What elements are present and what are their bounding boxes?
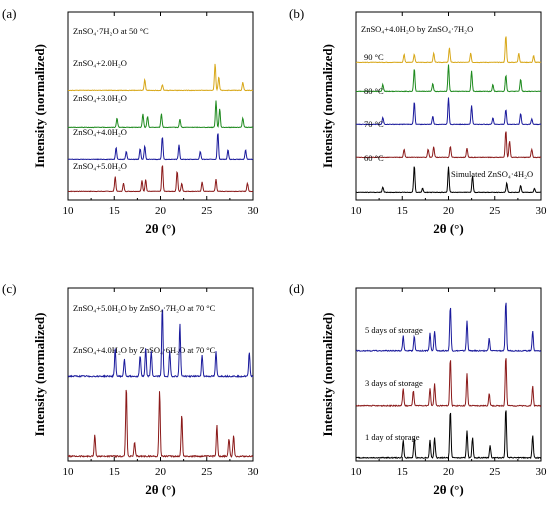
series-line [355, 64, 542, 93]
x-tick-label: 25 [201, 466, 213, 478]
series-line [67, 100, 254, 129]
x-axis-label: 2θ (°) [433, 482, 463, 497]
panel-annotation: ZnSO₄·7H₂O at 50 °C [73, 26, 149, 36]
x-tick-label: 10 [351, 466, 363, 478]
series-label: ZnSO₄+5.0H₂O by ZnSO₄·7H₂O at 70 °C [73, 303, 216, 313]
plot-frame [67, 11, 254, 201]
x-axis-label: 2θ (°) [145, 482, 175, 497]
x-axis-label: 2θ (°) [145, 221, 175, 236]
series-label: 1 day of storage [365, 432, 420, 442]
panel-label: (d) [289, 281, 304, 296]
x-tick-label: 20 [155, 466, 167, 478]
x-tick-label: 30 [536, 205, 548, 217]
x-tick-label: 10 [351, 205, 363, 217]
y-axis-label: Intensity (normalized) [32, 44, 47, 168]
series-line [67, 63, 254, 92]
x-tick-label: 30 [248, 205, 260, 217]
series-label: 60 °C [364, 153, 384, 163]
y-axis-label: Intensity (normalized) [320, 44, 335, 168]
x-tick-label: 10 [63, 205, 75, 217]
series-line [355, 410, 541, 460]
panel-label: (a) [2, 6, 16, 21]
series-label: ZnSO₄+4.0H₂O by ZnSO₄·6H₂O at 70 °C [73, 345, 216, 355]
series-line [356, 36, 542, 64]
x-tick-label: 10 [63, 466, 75, 478]
panel-annotation: ZnSO₄+4.0H₂O by ZnSO₄·7H₂O [361, 24, 473, 34]
series-line [67, 389, 254, 459]
series-line [68, 165, 254, 193]
series-line [67, 309, 254, 379]
x-tick-label: 25 [489, 466, 501, 478]
series-label: 80 °C [364, 86, 384, 96]
y-axis-label: Intensity (normalized) [320, 313, 335, 437]
panel-label: (c) [2, 281, 16, 296]
series-line [67, 133, 254, 161]
x-tick-label: 30 [248, 466, 260, 478]
y-axis-label: Intensity (normalized) [32, 313, 47, 437]
series-label: 5 days of storage [365, 325, 423, 335]
x-tick-label: 15 [397, 466, 409, 478]
series-label: ZnSO₄+2.0H₂O [73, 58, 127, 68]
series-line [355, 97, 542, 126]
x-tick-label: 20 [155, 205, 167, 217]
x-tick-label: 30 [536, 466, 548, 478]
series-label: ZnSO₄+4.0H₂O [73, 127, 127, 137]
x-tick-label: 20 [443, 466, 455, 478]
x-tick-label: 25 [201, 205, 213, 217]
series-label: ZnSO₄+3.0H₂O [73, 93, 127, 103]
series-line [355, 302, 541, 353]
series-label: 90 °C [364, 52, 384, 62]
x-tick-label: 25 [489, 205, 501, 217]
series-label: Simulated ZnSO₄·4H₂O [451, 169, 533, 179]
series-line [355, 358, 542, 408]
x-tick-label: 15 [397, 205, 409, 217]
series-label: 70 °C [364, 119, 384, 129]
series-line [356, 131, 541, 159]
panel-label: (b) [289, 6, 304, 21]
x-tick-label: 15 [109, 205, 121, 217]
series-label: 3 days of storage [365, 378, 423, 388]
x-tick-label: 15 [109, 466, 121, 478]
x-axis-label: 2θ (°) [433, 221, 463, 236]
series-label: ZnSO₄+5.0H₂O [73, 161, 127, 171]
x-tick-label: 20 [443, 205, 455, 217]
series-line [355, 166, 542, 194]
